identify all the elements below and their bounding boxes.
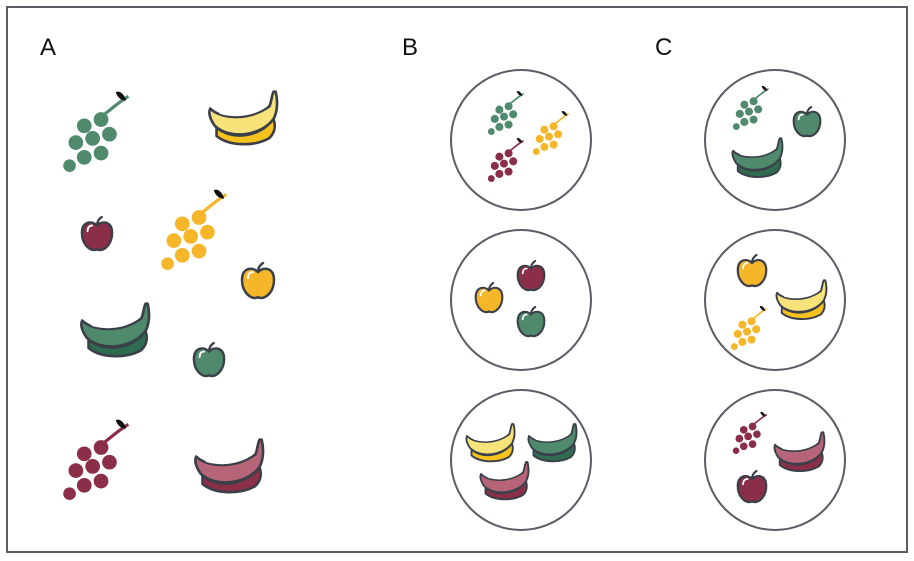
panel-c-label: C	[655, 34, 672, 61]
panel-a-label: A	[40, 34, 56, 61]
panel-b	[450, 69, 592, 531]
panel-c	[704, 69, 846, 531]
panel-b-group-grapes	[450, 69, 592, 211]
panel-c-group-maroon	[704, 389, 846, 531]
panel-b-group-apples	[450, 229, 592, 371]
figure-frame	[6, 6, 908, 553]
panel-b-group-bananas	[450, 389, 592, 531]
panel-b-label: B	[402, 34, 418, 61]
panel-c-group-yellow	[704, 229, 846, 371]
panel-c-group-green	[704, 69, 846, 211]
